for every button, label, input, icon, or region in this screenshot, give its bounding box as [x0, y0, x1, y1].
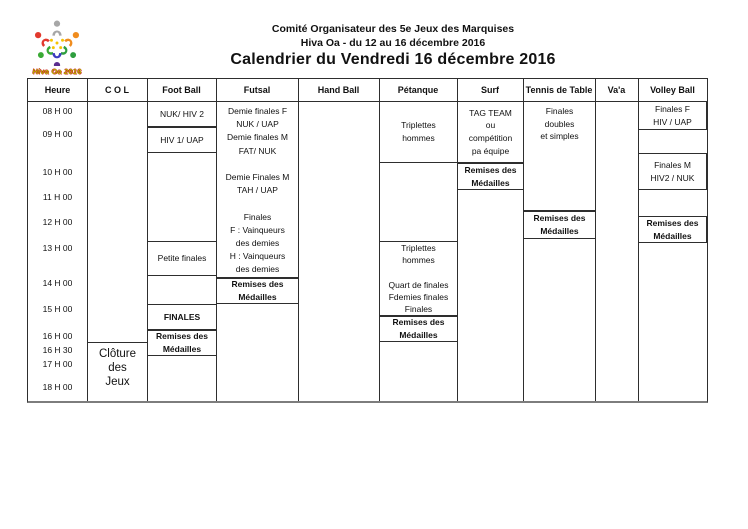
column-divider [87, 79, 88, 401]
column-header-col: C O L [105, 85, 129, 95]
time-label-1300: 13 H 00 [42, 243, 73, 253]
event-cell-volley-medals: Remises des Médailles [638, 216, 707, 243]
calendar-table: Heure C O L Foot Ball Futsal Hand Ball P… [27, 78, 708, 403]
event-logo: Hiva Oa 2016 [27, 20, 87, 76]
org-line1: Comité Organisateur des 5e Jeux des Marq… [271, 23, 515, 35]
time-label-0900: 09 H 00 [42, 129, 73, 139]
page-title: Calendrier du Vendredi 16 décembre 2016 [230, 51, 556, 68]
event-cell-futsal-medals: Remises des Médailles [216, 278, 299, 304]
time-label-1000: 10 H 00 [42, 167, 73, 177]
column-header-handball: Hand Ball [317, 85, 360, 95]
event-cell-football-0900: HIV 1/ UAP [147, 127, 217, 153]
event-cell-volley-finals-m: Finales M HIV2 / NUK [638, 153, 707, 190]
column-divider [523, 79, 524, 401]
column-header-surf: Surf [481, 85, 499, 95]
time-label-1600: 16 H 00 [42, 331, 73, 341]
event-cell-surf-medals: Remises des Médailles [457, 163, 524, 190]
column-divider [595, 79, 596, 401]
event-cell-tennis-medals: Remises des Médailles [523, 211, 596, 239]
time-label-1630: 16 H 30 [42, 345, 73, 355]
event-cell-football-medals: Remises des Médailles [147, 330, 217, 356]
column-header-volleyball: Volley Ball [650, 85, 695, 95]
time-label-1200: 12 H 00 [42, 217, 73, 227]
time-label-1500: 15 H 00 [42, 304, 73, 314]
event-cell-petanque-afternoon: Triplettes hommes Quart de finales Fdemi… [379, 241, 458, 316]
logo-figure-top [52, 20, 62, 36]
logo-figure-bottom-left [37, 45, 54, 59]
column-divider [379, 79, 380, 401]
time-label-1400: 14 H 00 [42, 278, 73, 288]
event-cell-football-small-final: Petite finales [147, 241, 217, 276]
column-header-petanque: Pétanque [397, 85, 439, 95]
column-divider [147, 79, 148, 401]
column-header-tennis: Tennis de Table [525, 85, 593, 95]
logo-figure-left [34, 32, 50, 47]
column-header-futsal: Futsal [243, 85, 271, 95]
header-row-divider [28, 101, 707, 102]
event-cell-tennis-program: Finales doubles et simples [523, 101, 596, 211]
event-cell-petanque-morning: Triplettes hommes [379, 101, 458, 163]
time-label-0800: 08 H 00 [42, 106, 73, 116]
event-logo-text: Hiva Oa 2016 [32, 67, 82, 76]
time-label-1800: 18 H 00 [42, 382, 73, 392]
event-logo-graphic [34, 20, 80, 66]
event-cell-petanque-medals: Remises des Médailles [379, 316, 458, 342]
event-cell-football-finals: FINALES [147, 304, 217, 330]
logo-figure-bottom-right [60, 45, 77, 59]
event-cell-volley-finals-f: Finales F HIV / UAP [638, 101, 707, 130]
logo-dots [50, 38, 64, 50]
event-cell-closing-ceremony: Clôture des Jeux [87, 342, 148, 401]
column-divider [457, 79, 458, 401]
org-line2: Hiva Oa - du 12 au 16 décembre 2016 [300, 36, 486, 49]
column-header-vaa: Va'a [607, 85, 626, 95]
column-header-heure: Heure [44, 85, 71, 95]
time-label-1700: 17 H 00 [42, 359, 73, 369]
event-cell-futsal-program: Demie finales F NUK / UAP Demie finales … [216, 101, 299, 278]
event-cell-surf-program: TAG TEAM ou compétition pa équipe [457, 101, 524, 163]
org-header: Comité Organisateur des 5e Jeux des Marq… [38, 23, 748, 50]
logo-figure-right [64, 32, 80, 47]
event-cell-football-0800: NUK/ HIV 2 [147, 101, 217, 127]
logo-figure-bottom [52, 53, 62, 66]
column-header-football: Foot Ball [162, 85, 201, 95]
time-label-1100: 11 H 00 [42, 192, 73, 202]
